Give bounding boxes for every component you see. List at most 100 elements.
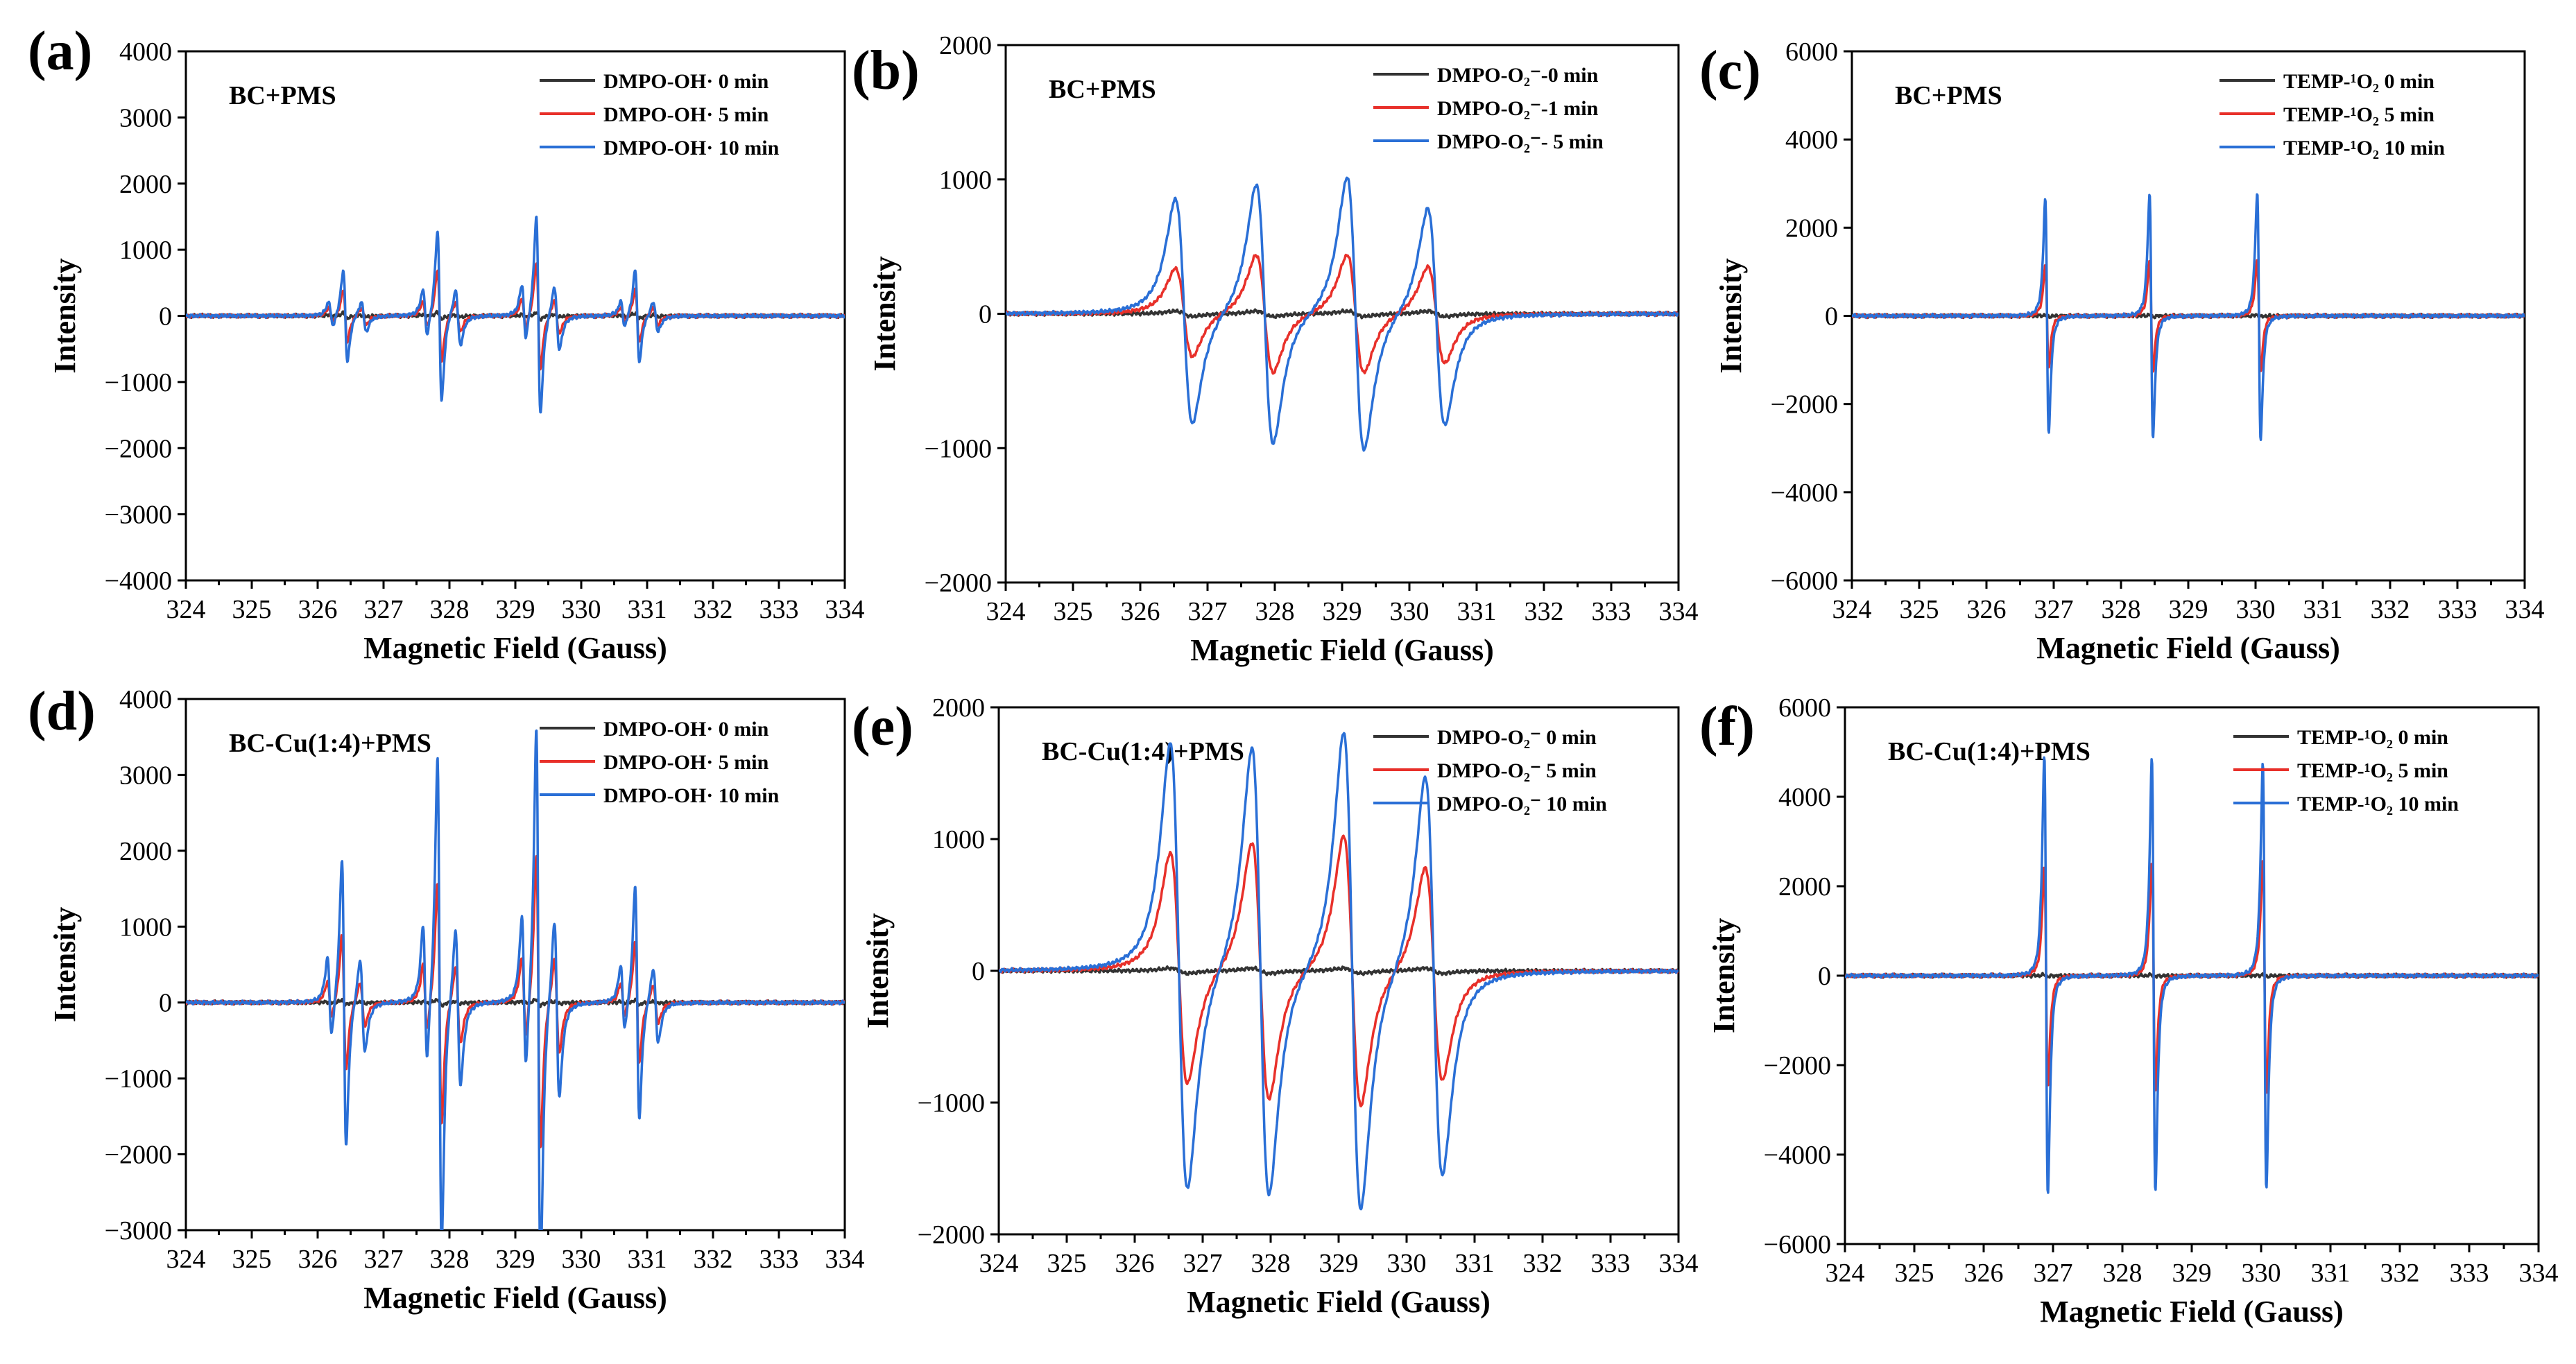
panel-title: BC+PMS [1895, 81, 2002, 110]
y-tick-label: −2000 [105, 1141, 172, 1170]
x-tick-label: 331 [628, 1245, 667, 1274]
legend-entry: TEMP-¹O₂ 10 min [2297, 793, 2459, 815]
series-line-2 [1845, 756, 2539, 1194]
legend-entry: DMPO-O₂⁻-0 min [1437, 64, 1599, 87]
x-tick-label: 333 [759, 595, 799, 624]
chart-panel-d: 324 325 326 327 328 329 330 331 332 333 334 −3000 −2… [28, 681, 865, 1315]
x-tick-label: 324 [1826, 1259, 1865, 1288]
x-tick-label: 329 [2169, 595, 2208, 624]
x-tick-label: 332 [694, 1245, 733, 1274]
y-tick-label: −4000 [105, 567, 172, 596]
x-tick-label: 326 [298, 1245, 338, 1274]
y-tick-label: −2000 [1771, 390, 1838, 420]
y-tick-label: −1000 [925, 434, 992, 463]
x-tick-label: 333 [2450, 1259, 2489, 1288]
x-tick-label: 330 [2236, 595, 2276, 624]
x-tick-label: 324 [166, 1245, 206, 1274]
panel-letter: (c) [1699, 40, 1761, 101]
x-tick-label: 332 [2380, 1259, 2420, 1288]
y-tick-label: 4000 [1778, 783, 1831, 812]
x-axis-label: Magnetic Field (Gauss) [363, 1281, 667, 1315]
x-tick-label: 327 [1188, 597, 1228, 626]
y-tick-label: 4000 [119, 685, 172, 714]
plot-frame [184, 698, 846, 1232]
y-tick-label: 1000 [119, 913, 172, 942]
legend-entry: TEMP-¹O₂ 0 min [2297, 726, 2448, 749]
x-tick-label: 332 [1525, 597, 1564, 626]
series-line-2 [999, 732, 1678, 1211]
panel-letter: (b) [852, 40, 920, 101]
x-axis-label: Magnetic Field (Gauss) [1190, 633, 1494, 667]
x-tick-label: 333 [1591, 1249, 1631, 1278]
x-tick-label: 334 [2505, 595, 2545, 624]
x-tick-label: 327 [364, 1245, 404, 1274]
panel-title: BC+PMS [229, 81, 336, 110]
x-tick-label: 330 [562, 595, 601, 624]
y-tick-label: 6000 [1785, 37, 1838, 67]
y-tick-label: 2000 [119, 837, 172, 866]
y-tick-label: −2000 [925, 569, 992, 598]
x-tick-label: 326 [1121, 597, 1160, 626]
x-tick-label: 328 [430, 1245, 470, 1274]
x-tick-label: 330 [1390, 597, 1429, 626]
x-tick-label: 324 [979, 1249, 1019, 1278]
y-axis-label: Intensity [861, 913, 895, 1028]
x-tick-label: 327 [2034, 1259, 2073, 1288]
x-tick-label: 328 [1255, 597, 1295, 626]
y-axis-label: Intensity [868, 256, 902, 371]
panel-title: BC-Cu(1:4)+PMS [1042, 737, 1244, 766]
y-tick-label: 4000 [119, 37, 172, 67]
x-tick-label: 325 [1900, 595, 1939, 624]
chart-panel-a: 324 325 326 327 328 329 330 331 332 333 334 −4000 −3… [28, 21, 865, 665]
x-tick-label: 325 [232, 595, 272, 624]
legend-entry: TEMP-¹O₂ 10 min [2283, 137, 2445, 159]
x-tick-label: 327 [2034, 595, 2074, 624]
panel-letter: (a) [28, 21, 92, 82]
y-tick-label: −3000 [105, 1216, 172, 1245]
x-tick-label: 329 [1319, 1249, 1359, 1278]
legend-entry: DMPO-OH· 5 min [603, 103, 769, 126]
y-tick-label: 3000 [119, 103, 172, 132]
y-tick-label: −2000 [918, 1220, 985, 1250]
y-tick-label: 2000 [1785, 214, 1838, 243]
legend-entry: DMPO-OH· 10 min [603, 784, 780, 807]
y-axis-label: Intensity [1707, 918, 1741, 1033]
y-tick-label: 2000 [119, 170, 172, 199]
x-tick-label: 333 [1592, 597, 1631, 626]
x-tick-label: 331 [2303, 595, 2343, 624]
x-tick-label: 326 [1115, 1249, 1155, 1278]
x-tick-label: 333 [2438, 595, 2478, 624]
x-tick-label: 330 [2242, 1259, 2281, 1288]
series-line-2 [1006, 176, 1678, 452]
x-tick-label: 326 [1967, 595, 2007, 624]
y-tick-label: 3000 [119, 761, 172, 790]
y-tick-label: 1000 [119, 236, 172, 265]
y-tick-label: 0 [979, 300, 992, 329]
x-tick-label: 325 [1054, 597, 1093, 626]
series-line-2 [186, 729, 845, 1230]
panel-title: BC+PMS [1049, 75, 1156, 104]
x-tick-label: 328 [1251, 1249, 1291, 1278]
x-tick-label: 330 [562, 1245, 601, 1274]
x-tick-label: 328 [2103, 1259, 2143, 1288]
y-axis-label: Intensity [48, 258, 82, 373]
x-tick-label: 324 [1832, 595, 1872, 624]
panel-title: BC-Cu(1:4)+PMS [229, 729, 431, 758]
legend-entry: DMPO-OH· 0 min [603, 718, 769, 741]
x-tick-label: 328 [430, 595, 470, 624]
chart-panel-e: 324 325 326 327 328 329 330 331 332 333 334 −2000 −1… [852, 693, 1699, 1319]
x-tick-label: 324 [166, 595, 206, 624]
y-tick-label: −4000 [1771, 478, 1838, 508]
x-axis-label: Magnetic Field (Gauss) [1187, 1285, 1491, 1319]
legend-entry: DMPO-O₂⁻ 0 min [1437, 726, 1597, 749]
y-tick-label: 0 [159, 989, 172, 1018]
y-tick-label: −2000 [1764, 1051, 1831, 1080]
chart-panel-b: 324 325 326 327 328 329 330 331 332 333 334 −2000 −1… [852, 31, 1699, 667]
y-tick-label: −4000 [1764, 1141, 1831, 1170]
legend-entry: DMPO-OH· 0 min [603, 70, 769, 93]
x-tick-label: 328 [2102, 595, 2141, 624]
y-tick-label: −6000 [1771, 567, 1838, 596]
x-tick-label: 325 [1895, 1259, 1934, 1288]
x-tick-label: 329 [1323, 597, 1362, 626]
